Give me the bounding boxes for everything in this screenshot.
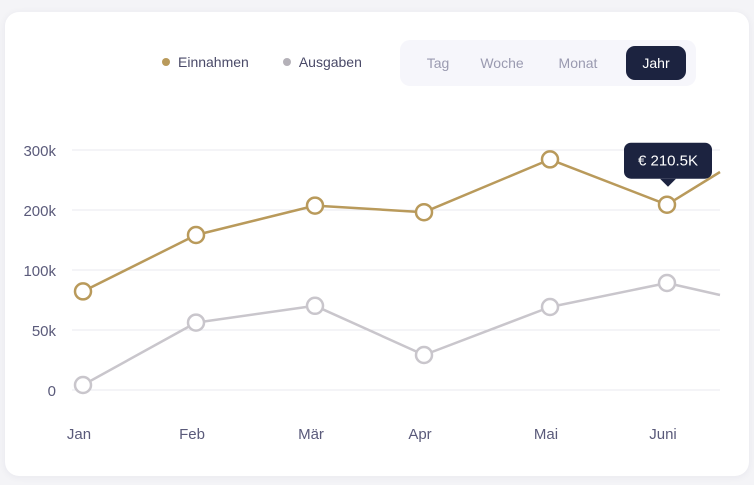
legend-income-label: Einnahmen: [178, 54, 249, 70]
tooltip-box: [624, 142, 712, 179]
legend-item-expenses[interactable]: Ausgaben: [282, 54, 362, 70]
period-toggle: Tag Woche Monat Jahr: [400, 40, 696, 86]
data-point-expenses[interactable]: [305, 296, 325, 316]
period-tab-year[interactable]: Jahr: [626, 46, 686, 80]
period-tab-month[interactable]: Monat: [558, 55, 598, 71]
legend-item-income[interactable]: Einnahmen: [162, 54, 249, 70]
data-point-income[interactable]: [657, 195, 677, 214]
period-tab-day[interactable]: Tag: [426, 55, 450, 71]
data-point-income[interactable]: [414, 202, 434, 222]
tooltip-pointer: [660, 178, 676, 187]
income-dot-icon: [162, 58, 170, 66]
chart-legend: Einnahmen Ausgaben: [162, 54, 362, 70]
data-point-expenses[interactable]: [540, 297, 560, 317]
x-tick-label: Mär: [298, 426, 324, 443]
y-tick-label: 100k: [23, 263, 56, 280]
x-tick-label: Jan: [67, 426, 91, 443]
y-tick-label: 300k: [23, 143, 56, 160]
x-tick-label: Feb: [179, 426, 205, 443]
chart-card: [5, 12, 749, 476]
data-point-income[interactable]: [186, 225, 206, 245]
x-tick-label: Mai: [534, 426, 558, 443]
period-tab-week[interactable]: Woche: [480, 55, 524, 71]
y-tick-label: 50k: [32, 323, 57, 340]
data-point-income[interactable]: [305, 196, 325, 215]
x-tick-label: Juni: [649, 426, 677, 443]
data-point-expenses[interactable]: [414, 345, 434, 365]
expenses-dot-icon: [282, 58, 291, 66]
tooltip-text: € 210.5K: [638, 153, 698, 170]
data-point-expenses[interactable]: [186, 313, 206, 332]
data-point-income[interactable]: [73, 282, 93, 301]
x-tick-label: Apr: [408, 426, 431, 443]
series-line-expenses: [82, 281, 721, 387]
data-point-expenses[interactable]: [73, 375, 93, 395]
series-line-income: [82, 158, 721, 293]
y-tick-label: 200k: [23, 203, 56, 220]
y-tick-label: 0: [48, 383, 56, 400]
data-point-income[interactable]: [540, 150, 560, 169]
data-point-expenses[interactable]: [657, 273, 677, 293]
legend-expenses-label: Ausgaben: [298, 54, 362, 70]
